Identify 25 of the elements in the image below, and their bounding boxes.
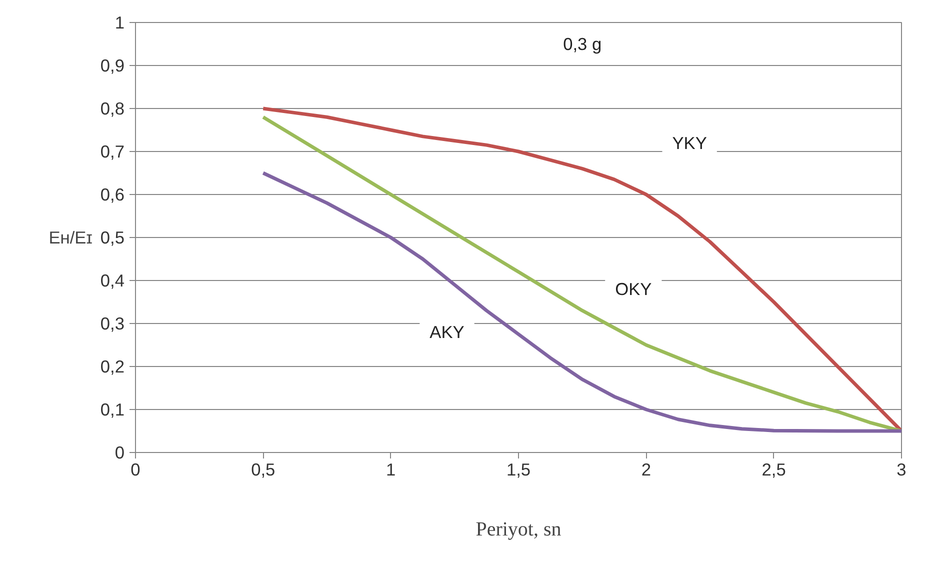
line-series (261, 171, 902, 433)
x-tick-label: 2 (641, 460, 651, 480)
series-label: OKY (615, 279, 652, 300)
x-tick-label: 0 (130, 460, 140, 480)
x-axis-title: Periyot, sn (476, 518, 562, 540)
y-axis-title: Eʜ/Eɪ (48, 228, 92, 248)
y-tick-label: 0,3 (100, 314, 125, 334)
y-tick-label: 0,9 (100, 56, 125, 76)
y-tick-label: 0,2 (100, 356, 125, 376)
y-tick-label: 1 (114, 12, 125, 32)
y-tick-label: 0 (114, 442, 125, 462)
y-tick-label: 0,8 (100, 98, 125, 118)
x-tick-label: 3 (896, 460, 906, 480)
annotation: 0,3 g (563, 34, 602, 54)
y-tick-label: 0,6 (100, 184, 125, 204)
y-tick-label: 0,5 (100, 228, 125, 248)
x-tick-label: 2,5 (762, 460, 786, 480)
series-label: AKY (430, 322, 465, 342)
x-tick-label: 1 (386, 460, 396, 480)
text: YKY (672, 132, 708, 153)
y-tick-label: 0,1 (100, 400, 125, 420)
x-tick-label: 0,5 (251, 460, 276, 480)
y-tick-label: 0,4 (100, 270, 125, 290)
y-tick-label: 0,7 (100, 142, 125, 162)
x-tick-label: 1,5 (506, 460, 531, 480)
